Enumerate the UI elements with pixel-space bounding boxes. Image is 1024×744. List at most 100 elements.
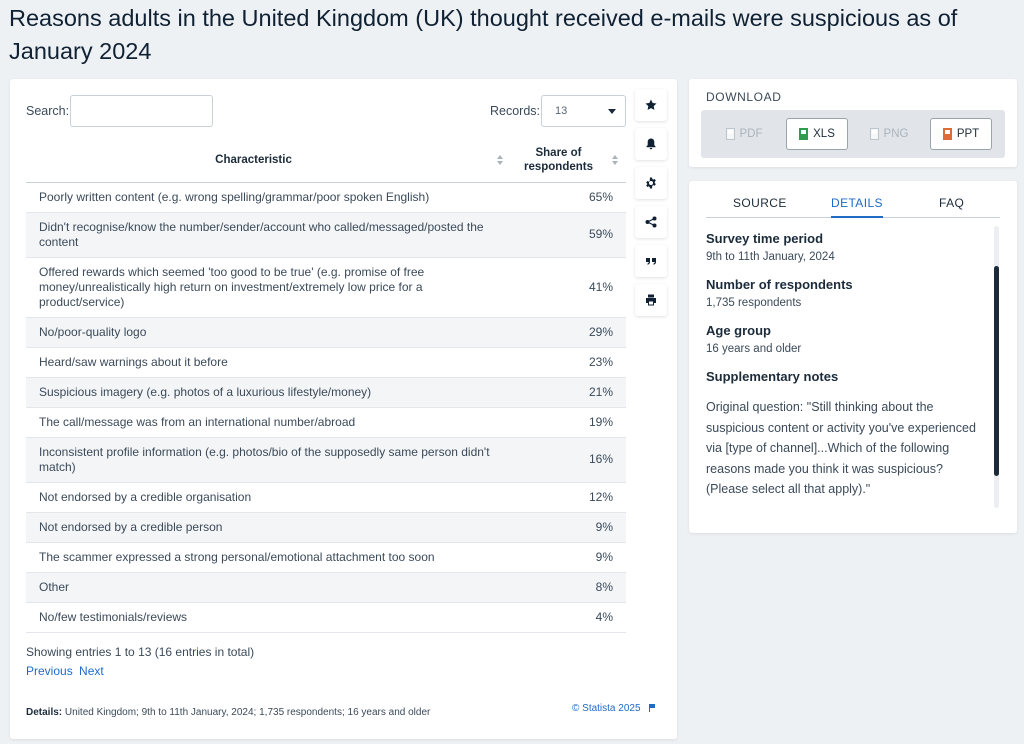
details-line: Details: United Kingdom; 9th to 11th Jan… xyxy=(26,707,430,718)
age-group-heading: Age group xyxy=(706,323,771,338)
png-file-icon xyxy=(869,128,879,140)
details-text: United Kingdom; 9th to 11th January, 202… xyxy=(64,707,431,718)
star-icon xyxy=(645,99,657,110)
share-icon xyxy=(645,216,657,228)
copyright-link[interactable]: © Statista 2025 xyxy=(572,703,656,714)
chevron-down-icon xyxy=(608,109,616,114)
quote-icon xyxy=(646,258,656,265)
search-label: Search: xyxy=(26,104,70,118)
sort-icon xyxy=(612,155,618,165)
scrollbar-thumb[interactable] xyxy=(994,266,999,476)
tab-faq[interactable]: FAQ xyxy=(939,196,965,210)
tab-source[interactable]: SOURCE xyxy=(733,196,787,210)
details-panel: Survey time period 9th to 11th January, … xyxy=(706,223,976,508)
info-card: SOURCE DETAILS FAQ Survey time period 9t… xyxy=(689,181,1017,533)
details-scrollbar[interactable] xyxy=(994,226,999,508)
table-row: The call/message was from an internation… xyxy=(26,407,626,438)
download-title: DOWNLOAD xyxy=(706,90,782,104)
tab-details[interactable]: DETAILS xyxy=(831,196,883,218)
table-row: Offered rewards which seemed 'too good t… xyxy=(26,257,626,318)
supplementary-notes-heading: Supplementary notes xyxy=(706,369,839,384)
next-link[interactable]: Next xyxy=(79,664,104,678)
row-value: 9% xyxy=(511,512,626,543)
row-label: Didn't recognise/know the number/sender/… xyxy=(26,212,511,258)
age-group-value: 16 years and older xyxy=(706,343,802,355)
row-label: Poorly written content (e.g. wrong spell… xyxy=(26,182,511,213)
survey-period-value: 9th to 11th January, 2024 xyxy=(706,251,835,263)
row-value: 41% xyxy=(511,257,626,318)
row-value: 21% xyxy=(511,377,626,408)
records-select[interactable]: 13 xyxy=(541,95,626,127)
table-row: Suspicious imagery (e.g. photos of a lux… xyxy=(26,377,626,408)
sort-icon xyxy=(497,155,503,165)
supplementary-notes-text: Original question: "Still thinking about… xyxy=(706,400,976,496)
row-label: The scammer expressed a strong personal/… xyxy=(26,542,511,573)
side-toolbar xyxy=(635,89,669,323)
row-label: Not endorsed by a credible person xyxy=(26,512,511,543)
row-value: 16% xyxy=(511,437,626,483)
row-value: 12% xyxy=(511,482,626,513)
statistic-table-card: Search: Records: 13 Characteristic Share… xyxy=(10,79,677,739)
pagination: Previous Next xyxy=(26,664,107,678)
details-label: Details: xyxy=(26,707,63,718)
download-ppt-button[interactable]: PPT xyxy=(930,118,992,150)
row-label: Suspicious imagery (e.g. photos of a lux… xyxy=(26,377,511,408)
settings-button[interactable] xyxy=(635,167,667,199)
row-label: Other xyxy=(26,572,511,603)
row-label: No/poor-quality logo xyxy=(26,317,511,348)
table-row: Not endorsed by a credible organisation … xyxy=(26,482,626,513)
info-tabs: SOURCE DETAILS FAQ xyxy=(706,196,1000,218)
table-row: The scammer expressed a strong personal/… xyxy=(26,542,626,573)
row-value: 19% xyxy=(511,407,626,438)
table-row: Inconsistent profile information (e.g. p… xyxy=(26,437,626,483)
entries-count-text: Showing entries 1 to 13 (16 entries in t… xyxy=(26,645,255,659)
table-row: Heard/saw warnings about it before 23% xyxy=(26,347,626,378)
flag-icon xyxy=(649,704,656,712)
download-card: DOWNLOAD PDF XLS PNG PPT xyxy=(689,79,1017,167)
table-row: No/few testimonials/reviews 4% xyxy=(26,602,626,633)
notification-button[interactable] xyxy=(635,128,667,160)
pdf-file-icon xyxy=(725,128,735,140)
download-pdf-button[interactable]: PDF xyxy=(713,118,775,150)
row-label: Inconsistent profile information (e.g. p… xyxy=(26,437,511,483)
column-header-characteristic[interactable]: Characteristic xyxy=(26,139,511,183)
respondents-heading: Number of respondents xyxy=(706,277,853,292)
download-bar: PDF XLS PNG PPT xyxy=(701,110,1005,158)
print-button[interactable] xyxy=(635,284,667,316)
row-label: Offered rewards which seemed 'too good t… xyxy=(26,257,511,318)
bell-icon xyxy=(646,138,656,150)
table-row: Other 8% xyxy=(26,572,626,603)
row-value: 65% xyxy=(511,182,626,213)
row-value: 23% xyxy=(511,347,626,378)
records-label: Records: xyxy=(490,104,541,118)
records-select-value: 13 xyxy=(555,105,568,117)
download-png-button[interactable]: PNG xyxy=(858,118,920,150)
table-row: Poorly written content (e.g. wrong spell… xyxy=(26,182,626,213)
column-header-share[interactable]: Share of respondents xyxy=(511,139,626,183)
table-row: Didn't recognise/know the number/sender/… xyxy=(26,212,626,258)
row-value: 9% xyxy=(511,542,626,573)
page-title: Reasons adults in the United Kingdom (UK… xyxy=(9,5,958,64)
row-label: The call/message was from an internation… xyxy=(26,407,511,438)
row-value: 59% xyxy=(511,212,626,258)
xls-file-icon xyxy=(799,128,809,140)
table-row: No/poor-quality logo 29% xyxy=(26,317,626,348)
row-label: Not endorsed by a credible organisation xyxy=(26,482,511,513)
cite-button[interactable] xyxy=(635,245,667,277)
share-button[interactable] xyxy=(635,206,667,238)
respondents-value: 1,735 respondents xyxy=(706,297,802,309)
data-table: Characteristic Share of respondents Poor… xyxy=(26,139,626,633)
row-value: 8% xyxy=(511,572,626,603)
row-label: No/few testimonials/reviews xyxy=(26,602,511,633)
download-xls-button[interactable]: XLS xyxy=(786,118,848,150)
print-icon xyxy=(646,294,656,306)
table-row: Not endorsed by a credible person 9% xyxy=(26,512,626,543)
favorite-button[interactable] xyxy=(635,89,667,121)
previous-link[interactable]: Previous xyxy=(26,664,73,678)
row-label: Heard/saw warnings about it before xyxy=(26,347,511,378)
search-input[interactable] xyxy=(70,95,213,127)
row-value: 4% xyxy=(511,602,626,633)
ppt-file-icon xyxy=(942,128,952,140)
gear-icon xyxy=(646,177,656,189)
row-value: 29% xyxy=(511,317,626,348)
